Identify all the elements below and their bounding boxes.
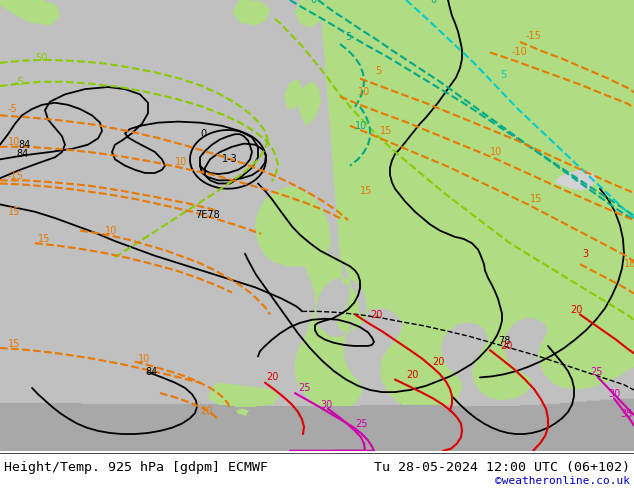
Text: Tu 28-05-2024 12:00 UTC (06+102): Tu 28-05-2024 12:00 UTC (06+102): [374, 461, 630, 474]
Text: 84: 84: [145, 367, 157, 377]
Text: -10: -10: [512, 48, 527, 57]
Text: 25: 25: [298, 383, 311, 393]
Text: 15: 15: [380, 126, 392, 136]
Text: 10: 10: [355, 121, 367, 131]
Text: 10: 10: [358, 87, 370, 97]
Text: 15: 15: [530, 194, 542, 204]
Text: 10: 10: [8, 137, 20, 147]
Text: 1-3: 1-3: [222, 154, 238, 164]
Text: 35: 35: [620, 409, 632, 419]
Text: 0: 0: [430, 0, 436, 5]
Text: 5: 5: [500, 71, 507, 80]
Text: 84: 84: [16, 149, 29, 159]
Text: 84: 84: [18, 140, 30, 149]
Text: 20: 20: [406, 370, 418, 380]
Text: 10: 10: [490, 147, 502, 157]
Text: 20: 20: [500, 341, 512, 351]
Text: 25: 25: [355, 418, 368, 429]
Text: 30: 30: [608, 389, 620, 399]
Text: 25: 25: [590, 367, 602, 377]
Text: 10: 10: [138, 354, 150, 364]
Text: 3: 3: [582, 249, 588, 259]
Text: -5: -5: [15, 77, 25, 87]
Text: 20: 20: [432, 357, 444, 367]
Text: 5: 5: [375, 66, 381, 76]
Text: 15: 15: [360, 186, 372, 196]
Text: 78: 78: [498, 336, 510, 346]
Text: 20: 20: [570, 305, 583, 316]
Text: -5: -5: [8, 104, 18, 114]
Text: 0: 0: [310, 0, 316, 5]
Text: ©weatheronline.co.uk: ©weatheronline.co.uk: [495, 476, 630, 486]
Text: -15: -15: [8, 171, 24, 181]
Text: 20: 20: [370, 310, 382, 319]
Text: Height/Temp. 925 hPa [gdpm] ECMWF: Height/Temp. 925 hPa [gdpm] ECMWF: [4, 461, 268, 474]
Text: 7E78: 7E78: [195, 210, 220, 220]
Text: 0: 0: [200, 129, 206, 139]
Text: 20: 20: [266, 372, 278, 382]
Text: 30: 30: [320, 400, 332, 410]
Text: 50: 50: [35, 52, 48, 63]
Text: 20: 20: [200, 406, 212, 416]
Text: 15: 15: [8, 207, 20, 217]
Text: 10: 10: [175, 157, 187, 168]
Text: 18: 18: [624, 259, 634, 269]
Text: 15: 15: [38, 234, 50, 244]
Text: 5: 5: [345, 32, 351, 42]
Text: -15: -15: [526, 31, 542, 41]
Text: 15: 15: [8, 339, 20, 349]
Text: 10: 10: [105, 225, 117, 236]
